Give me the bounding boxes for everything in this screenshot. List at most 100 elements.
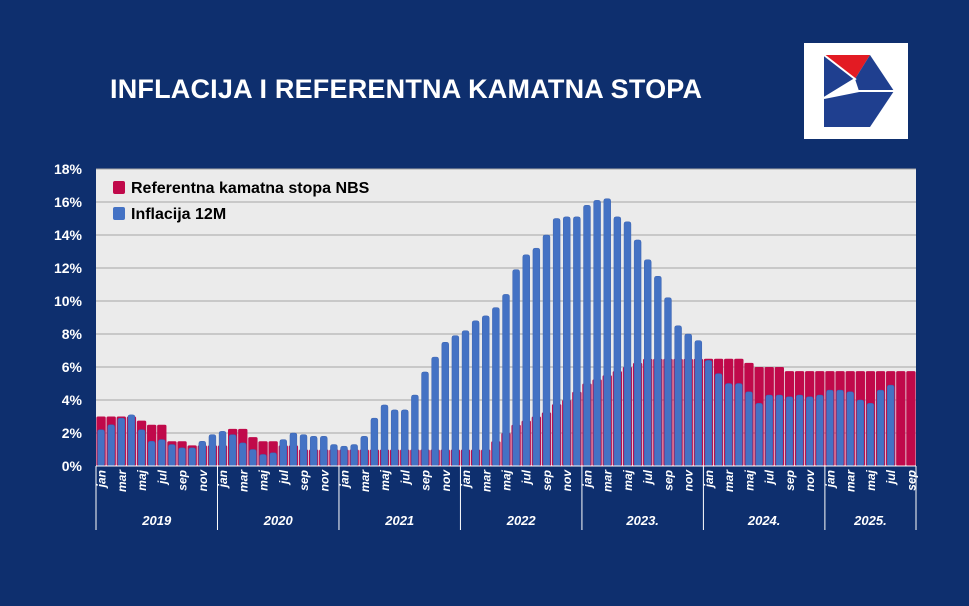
inflation-bar [532,247,541,467]
inflation-bar [411,394,419,467]
inflation-bar [573,216,581,467]
inflation-bar [482,315,490,467]
month-tick-label: jan [459,470,473,489]
inflation-bar [866,403,875,467]
y-axis-tick-labels: 0% 2% 4% 6% 8% 10% 12% 14% 16% 18% [54,161,83,474]
inflation-bar [431,356,439,467]
inflation-bar [168,444,176,467]
month-tick-label: mar [722,469,736,492]
inflation-bar [816,394,824,467]
legend-swatch-inflation [113,207,125,220]
legend-label-policy-rate: Referentna kamatna stopa NBS [131,180,370,197]
inflation-bar [289,432,298,467]
inflation-bar [279,439,287,467]
inflation-bar [178,447,186,467]
month-tick-label: jul [520,469,534,486]
inflation-bar [623,221,632,467]
inflation-bar [552,218,561,467]
month-tick-label: jul [763,469,777,486]
policy-rate-bar [906,371,916,466]
month-tick-label: sep [297,470,311,491]
inflation-bar [745,391,753,467]
y-tick-label: 6% [62,359,83,375]
month-tick-label: jan [338,470,352,489]
month-tick-label: sep [661,470,675,491]
inflation-bar [117,417,126,467]
inflation-bar [654,276,662,467]
inflation-bar [674,325,682,467]
inflation-bar [137,429,146,467]
month-tick-label: mar [601,469,615,492]
month-tick-label: sep [540,470,554,491]
month-tick-label: jan [823,470,837,489]
year-label: 2023. [625,513,659,528]
policy-rate-bar [896,371,906,466]
inflation-bar [613,216,622,467]
inflation-bar [583,205,591,467]
inflation-bar [421,371,429,467]
inflation-bar [147,441,156,467]
inflation-bar [340,445,348,467]
month-tick-label: sep [783,470,797,491]
month-tick-label: sep [419,470,433,491]
month-tick-label: maj [621,469,635,490]
year-label: 2021 [384,513,414,528]
year-label: 2020 [263,513,294,528]
inflation-bar [522,254,530,467]
legend-swatch-policy-rate [113,181,125,194]
inflation-bar [239,442,247,467]
inflation-bar [360,436,368,467]
inflation-bar [806,396,814,467]
inflation-bar [836,389,844,467]
month-tick-label: nov [560,469,574,492]
logo-blue-lower [824,91,894,127]
inflation-bar [714,373,723,467]
month-tick-label: nov [682,469,696,492]
y-tick-label: 10% [54,293,83,309]
month-tick-label: maj [257,469,271,490]
legend-label-inflation: Inflacija 12M [131,206,226,223]
y-tick-label: 4% [62,392,83,408]
inflation-bar [320,436,328,467]
month-tick-label: mar [115,469,129,492]
inflation-bar [249,449,257,467]
inflation-bar [694,340,703,467]
inflation-bar [684,333,692,467]
inflation-bar [198,441,206,467]
inflation-bar [795,394,804,467]
inflation-bar [633,239,642,467]
month-tick-label: jul [641,469,655,486]
month-tick-label: maj [864,469,878,490]
y-tick-label: 2% [62,425,83,441]
month-tick-label: jan [216,470,230,489]
inflation-bar [664,297,672,467]
inflation-bar [735,383,743,467]
inflation-bar [775,394,784,467]
month-tick-label: mar [358,469,372,492]
month-tick-label: jul [277,469,291,486]
month-tick-label: maj [378,469,392,490]
inflation-bar [886,384,895,467]
year-label: 2022 [506,513,537,528]
inflation-bar [785,396,794,467]
inflation-bar [755,403,763,467]
inflation-bar [502,294,510,467]
month-tick-label: jan [580,470,594,489]
inflation-bar [228,434,237,467]
nbs-logo-icon [804,43,908,139]
logo-blue-middle [855,55,894,91]
year-label: 2019 [141,513,172,528]
inflation-bar [461,330,470,467]
inflation-bar [127,414,136,467]
inflation-bar [593,200,601,467]
inflation-bar [563,216,571,467]
inflation-bar [188,447,196,467]
y-tick-label: 18% [54,161,83,177]
y-tick-label: 12% [54,260,83,276]
inflation-bar [158,439,166,467]
logo-blue-upper [824,55,855,98]
inflation-bar [451,335,460,467]
y-tick-label: 14% [54,227,83,243]
month-tick-label: sep [904,470,918,491]
